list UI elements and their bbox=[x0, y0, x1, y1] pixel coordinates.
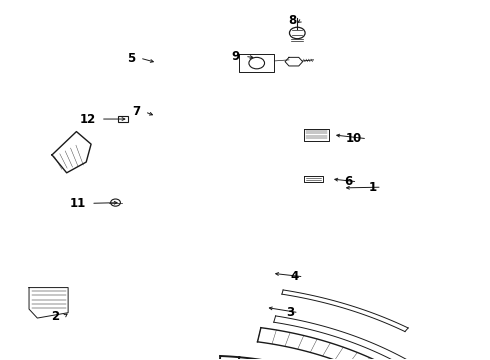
Text: 2: 2 bbox=[51, 310, 59, 323]
Text: 7: 7 bbox=[132, 105, 140, 118]
Bar bbox=[118, 116, 128, 122]
Text: 3: 3 bbox=[286, 306, 294, 319]
Text: 10: 10 bbox=[346, 132, 362, 145]
Text: 12: 12 bbox=[80, 113, 96, 126]
Text: 8: 8 bbox=[288, 14, 296, 27]
Text: 11: 11 bbox=[70, 197, 86, 210]
Text: 6: 6 bbox=[344, 175, 352, 188]
Text: 1: 1 bbox=[369, 181, 377, 194]
Text: 4: 4 bbox=[291, 270, 299, 283]
Text: 5: 5 bbox=[127, 51, 135, 64]
Text: 9: 9 bbox=[232, 50, 240, 63]
